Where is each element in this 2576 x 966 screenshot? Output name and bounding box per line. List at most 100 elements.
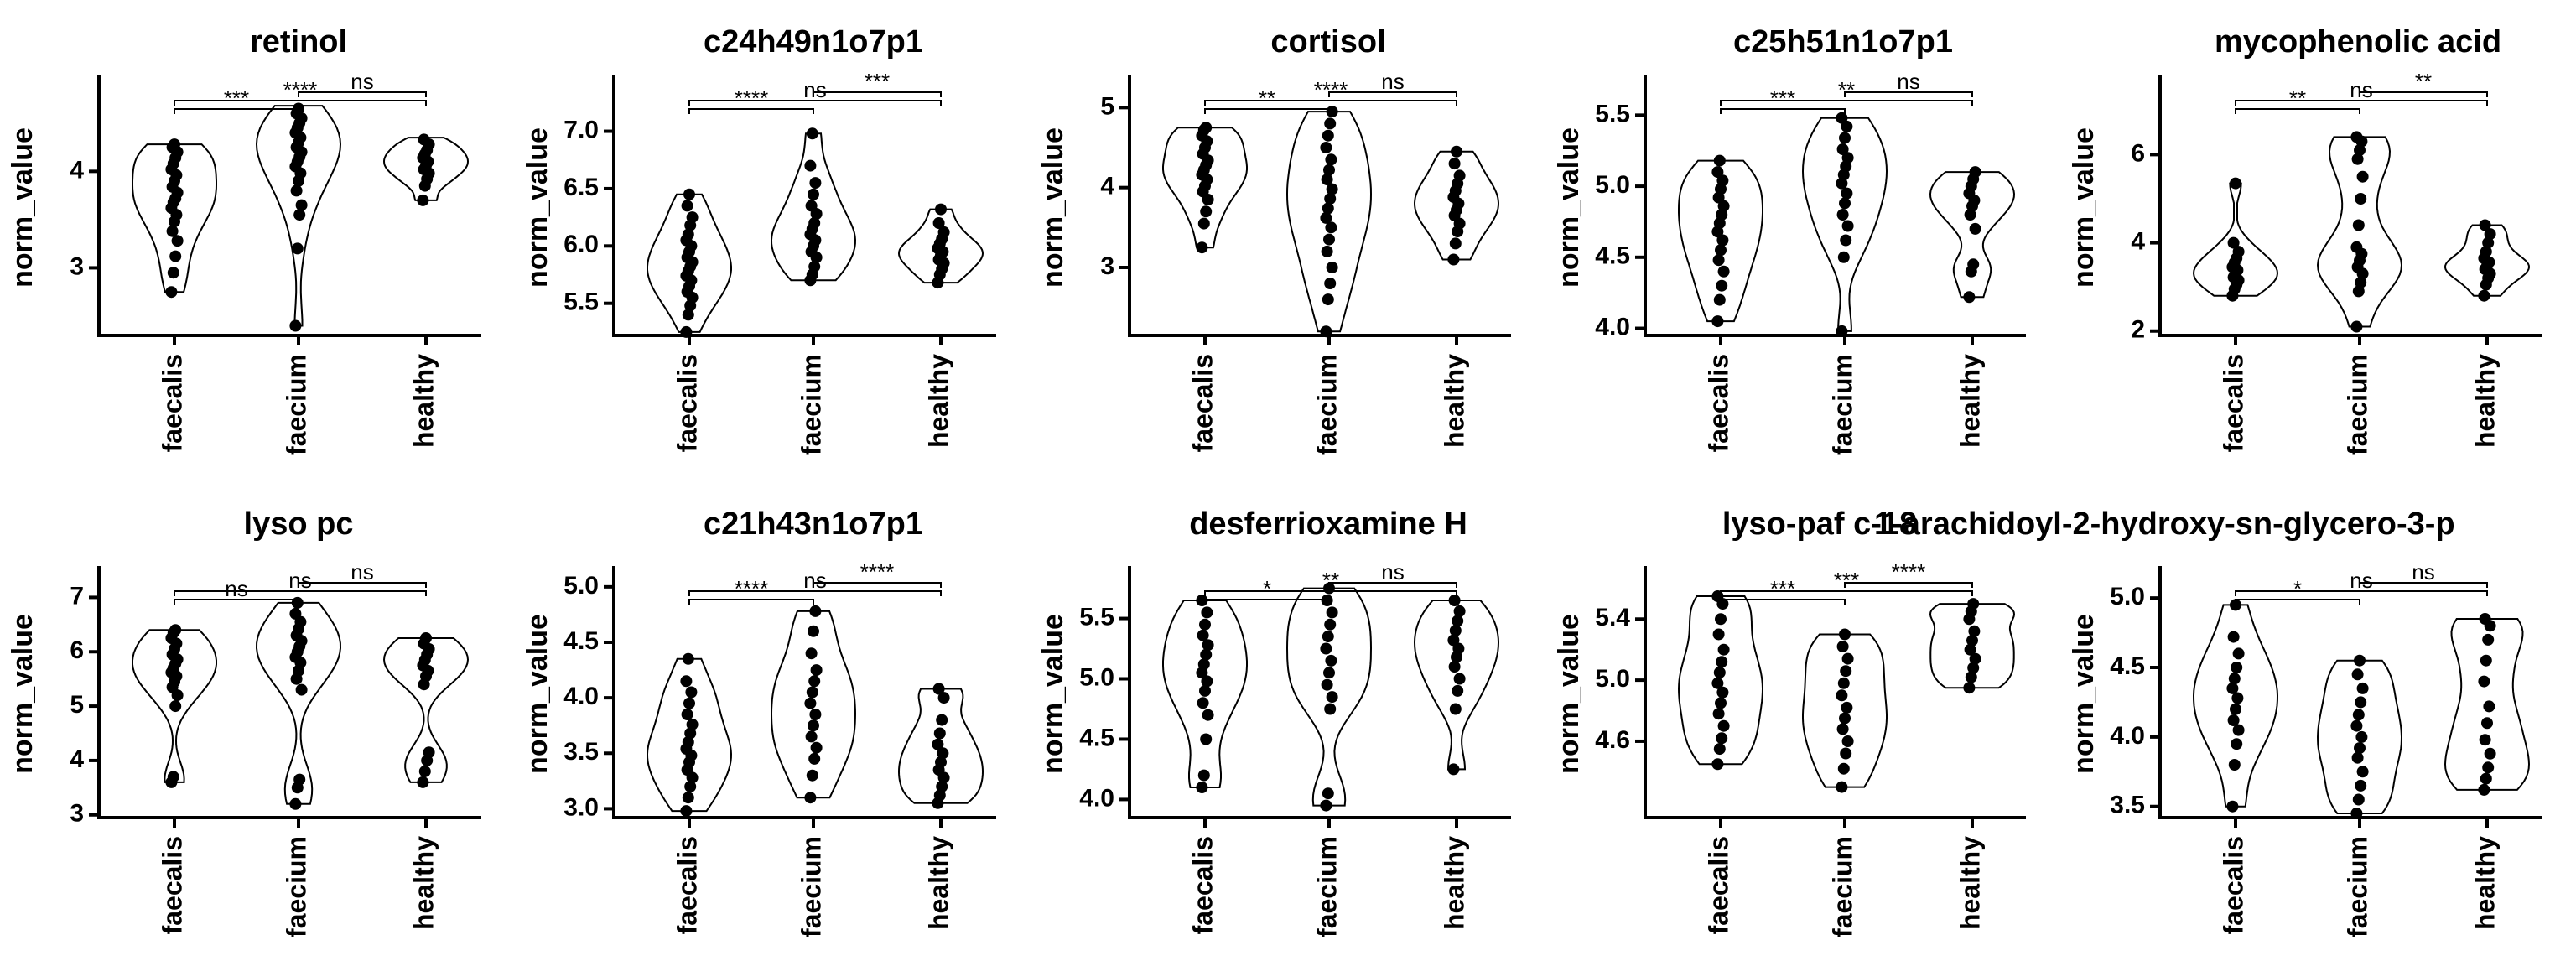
y-tick-label: 5 <box>1100 92 1114 120</box>
data-point <box>1199 618 1211 631</box>
data-point <box>1968 625 1981 637</box>
panel-title: c21h43n1o7p1 <box>704 506 923 542</box>
data-point <box>1325 153 1337 166</box>
significance-bracket <box>1844 582 1973 588</box>
category-label: healthy <box>408 836 439 930</box>
category-label: healthy <box>2470 836 2500 930</box>
y-tick-label: 3 <box>70 800 84 828</box>
y-axis-label: norm_value <box>1037 127 1069 288</box>
data-point <box>1837 677 1850 689</box>
data-point <box>165 286 178 299</box>
data-point <box>804 697 817 709</box>
data-point <box>2351 751 2364 764</box>
data-point <box>1326 183 1338 195</box>
data-point <box>1322 293 1334 306</box>
data-point <box>2484 747 2496 760</box>
significance-bracket <box>813 91 942 97</box>
category-label: healthy <box>923 354 953 448</box>
significance-label: ns <box>2350 568 2372 593</box>
data-point <box>806 769 818 782</box>
violin-shape <box>647 193 732 333</box>
y-tick-label: 4.5 <box>564 627 599 655</box>
data-point <box>1715 613 1727 626</box>
data-point <box>1200 122 1213 134</box>
data-point <box>805 730 818 743</box>
significance-label: * <box>1263 576 1271 601</box>
significance-label: ns <box>803 77 826 102</box>
significance-label: *** <box>865 69 890 94</box>
category-label: healthy <box>1439 354 1469 448</box>
category-label: faecalis <box>2218 354 2248 452</box>
panel-title: cortisol <box>1270 24 1385 60</box>
data-point <box>932 217 945 229</box>
y-tick-label: 6.5 <box>564 174 599 201</box>
category-label: faecalis <box>157 354 187 452</box>
data-point <box>1323 667 1335 679</box>
violin-shape <box>132 629 217 783</box>
data-point <box>1839 712 1851 724</box>
data-point <box>1324 278 1337 289</box>
data-point <box>1836 325 1848 337</box>
category-label: healthy <box>923 836 953 930</box>
data-point <box>1324 618 1337 631</box>
data-point <box>808 260 821 273</box>
significance-bracket <box>1204 100 1457 106</box>
data-point <box>1713 154 1726 167</box>
data-point <box>2232 246 2245 258</box>
data-point <box>1837 251 1850 263</box>
significance-label: ** <box>2289 86 2306 111</box>
data-point <box>2484 228 2496 241</box>
y-tick-label: 5.0 <box>1595 171 1630 199</box>
data-point <box>1836 723 1849 735</box>
chart-panel: lyso-paf c-181-arachidoyl-2-hydroxy-sn-g… <box>1553 506 2455 937</box>
data-point <box>1321 245 1333 257</box>
category-label: faecium <box>2342 354 2372 455</box>
data-point <box>1447 763 1460 776</box>
data-point <box>2231 662 2243 673</box>
significance-label: **** <box>860 559 894 584</box>
data-point <box>291 242 304 255</box>
data-point <box>684 727 697 740</box>
data-point <box>809 177 822 190</box>
data-point <box>1201 606 1213 619</box>
data-point <box>2355 276 2367 288</box>
chart-panel: c21h43n1o7p1 norm_value 3.0 3.5 4.0 4.5 5.0 fae… <box>522 506 996 937</box>
data-point <box>2228 673 2241 685</box>
data-point <box>935 203 947 216</box>
data-point <box>1448 661 1461 673</box>
y-axis-label: norm_value <box>7 127 39 288</box>
category-label: faecalis <box>1187 354 1218 452</box>
y-tick-label: 6 <box>70 636 84 664</box>
y-tick-label: 2 <box>2131 316 2145 344</box>
violin-shape <box>2316 136 2403 328</box>
data-point <box>166 225 179 237</box>
data-point <box>169 250 182 262</box>
data-point <box>1717 719 1730 732</box>
data-point <box>937 692 950 704</box>
significance-bracket <box>1720 599 1846 605</box>
category-label: faecium <box>281 354 311 455</box>
data-point <box>2227 236 2240 249</box>
data-point <box>804 159 817 172</box>
y-tick-label: 6 <box>2131 139 2145 167</box>
y-tick-label: 4.5 <box>1595 242 1630 270</box>
significance-bracket <box>1720 590 1973 596</box>
data-point <box>809 709 822 720</box>
data-point <box>167 771 179 783</box>
category-label: faecium <box>1311 354 1342 455</box>
data-point <box>1967 662 1980 674</box>
data-point <box>1199 684 1211 697</box>
data-point <box>2355 730 2368 743</box>
data-point <box>682 309 694 321</box>
data-point <box>1966 634 1978 647</box>
significance-bracket <box>174 590 427 596</box>
data-point <box>1197 769 1210 782</box>
y-tick-label: 5.4 <box>1595 604 1630 631</box>
data-point <box>682 792 694 804</box>
data-point <box>2354 144 2366 157</box>
category-label: faecium <box>796 836 826 937</box>
violin-shape <box>2444 618 2531 791</box>
data-point <box>2230 177 2241 190</box>
data-point <box>2355 779 2367 792</box>
